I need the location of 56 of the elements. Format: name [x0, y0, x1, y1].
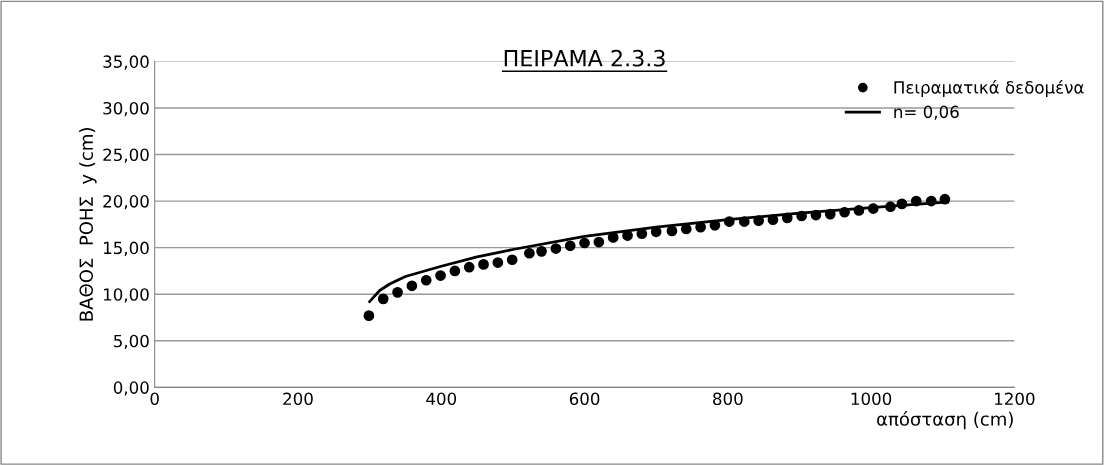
point [377, 293, 389, 305]
point [781, 212, 793, 224]
point [536, 246, 547, 257]
point [839, 206, 850, 218]
point [579, 237, 590, 249]
x-axis-title: απόσταση (cm) [877, 411, 1013, 430]
point [738, 216, 750, 227]
y-tick-label: 0,00 [113, 381, 149, 396]
y-tick-label: 35,00 [103, 55, 149, 70]
x-tick-label: 0 [150, 392, 159, 406]
x-tick-label: 600 [569, 392, 600, 406]
point [723, 216, 735, 227]
point [925, 195, 937, 207]
point [767, 214, 779, 226]
point [593, 236, 605, 248]
point [492, 257, 504, 268]
point [939, 193, 951, 205]
point [363, 310, 375, 321]
y-tick-label: 20,00 [103, 195, 149, 210]
y-tick-label: 25,00 [103, 148, 149, 163]
point [853, 205, 865, 216]
point [885, 201, 896, 213]
point [524, 247, 535, 259]
y-axis-title: ΒΑΘΟΣ ΡΟΗΣ y (cm) [79, 128, 97, 321]
point [810, 209, 822, 221]
point [796, 210, 807, 222]
point [392, 286, 403, 298]
point [449, 265, 461, 277]
y-tick-label: 5,00 [114, 334, 149, 350]
legend-label: n= 0,06 [894, 105, 959, 120]
point [463, 261, 475, 273]
point [910, 195, 922, 207]
x-tick-label: 1000 [851, 392, 892, 406]
x-tick-label: 800 [713, 392, 743, 406]
point [824, 208, 836, 220]
point [666, 225, 678, 237]
point [406, 280, 418, 292]
point [896, 198, 908, 210]
x-tick-label: 200 [283, 392, 313, 406]
y-tick-label: 30,00 [103, 101, 149, 117]
point [550, 243, 562, 254]
chart-title: ΠΕΙΡΑΜΑ 2.3.3 [504, 49, 665, 67]
point [607, 232, 619, 243]
point [478, 259, 489, 270]
point [435, 270, 446, 281]
y-tick-label: 15,00 [103, 241, 149, 256]
legend-label: Πειραματικά δεδομένα [894, 80, 1084, 97]
point [753, 215, 764, 226]
x-tick-label: 1200 [995, 392, 1035, 406]
y-tick-label: 10,00 [103, 288, 149, 303]
point [420, 274, 432, 286]
point [622, 230, 633, 241]
x-tick-label: 400 [426, 392, 457, 406]
point [564, 240, 576, 252]
point [506, 254, 518, 266]
point [867, 203, 879, 214]
